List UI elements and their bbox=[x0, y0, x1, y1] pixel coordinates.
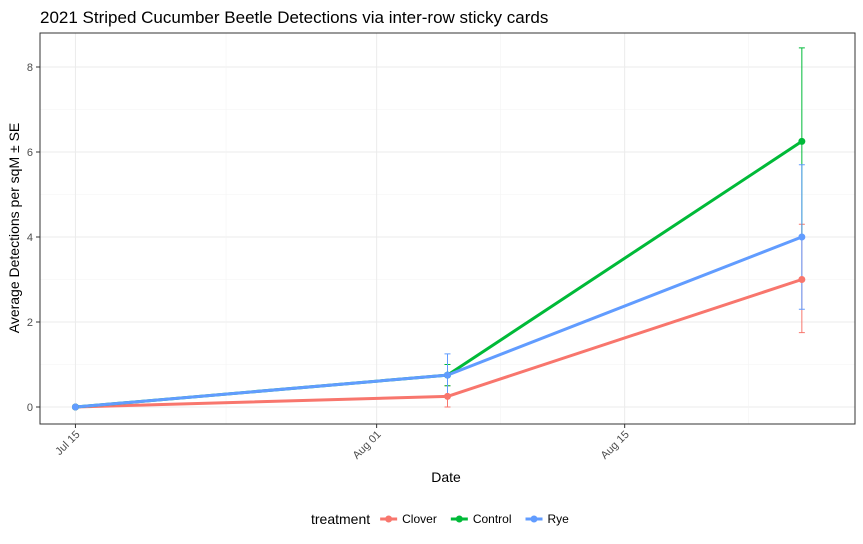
legend: treatment Clover Control Rye bbox=[311, 511, 569, 527]
series-points bbox=[71, 137, 806, 411]
control-point bbox=[798, 137, 806, 145]
y-tick-label: 2 bbox=[27, 317, 33, 329]
rye-point bbox=[798, 233, 806, 241]
y-tick-label: 8 bbox=[27, 62, 33, 74]
x-tick-label: Jul 15 bbox=[53, 429, 82, 458]
grid bbox=[40, 33, 855, 424]
rye-point bbox=[444, 371, 451, 379]
rye-point bbox=[71, 403, 79, 411]
x-tick-label: Aug 15 bbox=[599, 429, 632, 462]
clover-point bbox=[444, 392, 451, 400]
y-tick-label: 6 bbox=[27, 147, 33, 159]
series-lines bbox=[73, 139, 804, 409]
x-axis-title: Date bbox=[431, 469, 461, 485]
legend-title: treatment bbox=[311, 511, 370, 527]
clover-series-line bbox=[73, 278, 804, 409]
legend-label-rye: Rye bbox=[548, 512, 570, 526]
y-axis: 0 2 4 6 8 bbox=[27, 62, 40, 414]
clover-point bbox=[798, 276, 806, 283]
rye-legend-key-point bbox=[530, 515, 538, 523]
chart-title: 2021 Striped Cucumber Beetle Detections … bbox=[40, 8, 548, 27]
clover-legend-key-point bbox=[385, 515, 393, 523]
y-tick-label: 4 bbox=[27, 232, 33, 244]
legend-label-control: Control bbox=[473, 512, 512, 526]
control-legend-key-point bbox=[455, 515, 463, 523]
legend-label-clover: Clover bbox=[402, 512, 437, 526]
y-tick-label: 0 bbox=[27, 402, 33, 414]
plot-panel bbox=[39, 32, 856, 425]
x-axis: Jul 15 Aug 01 Aug 15 bbox=[53, 424, 632, 462]
y-axis-title: Average Detections per sqM ± SE bbox=[6, 123, 22, 334]
control-series-line bbox=[73, 139, 804, 409]
x-tick-label: Aug 01 bbox=[351, 429, 384, 462]
